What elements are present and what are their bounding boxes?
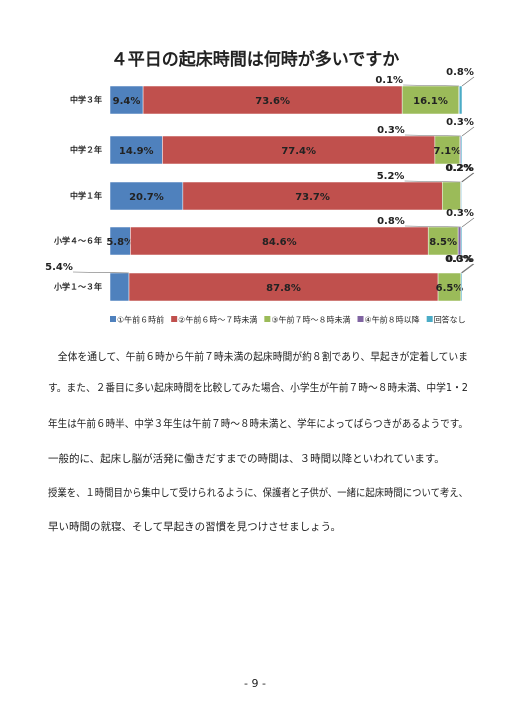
body-text: 授業を、１時間目から集中して受けられるように、保護者と子供が、一緒に起床時間につ… [48, 486, 468, 499]
bar-segment [460, 226, 463, 256]
value-label: 7.1% [434, 146, 462, 157]
legend-swatch [264, 316, 271, 322]
bar-segment [128, 272, 439, 302]
body-text: す。また、２番目に多い起床時間を比較してみた場合、小学生が午前７時～８時未満、中… [48, 381, 468, 394]
value-label: 0.3% [446, 117, 474, 128]
bar-segment [434, 135, 461, 165]
bar-segment [162, 135, 436, 165]
bar-segment [427, 226, 459, 256]
legend-label: ④午前８時以降 [365, 315, 420, 325]
bar-segment [142, 85, 403, 115]
category-label: 小学１～３年 [53, 282, 102, 292]
value-label: 87.8% [266, 283, 301, 294]
bar-segment [401, 85, 460, 115]
body-text: 全体を通して、午前６時から午前７時未満の起床時間が約８割であり、早起きが定着して… [48, 350, 468, 363]
value-label: 0.8% [377, 216, 405, 227]
legend-label: 回答なし [434, 315, 466, 325]
value-label: 73.6% [255, 96, 290, 107]
leader-line [404, 180, 461, 183]
value-label: 0.8% [446, 67, 474, 78]
leader-line [404, 225, 461, 228]
value-label: 14.9% [119, 146, 154, 157]
leader-line [461, 263, 475, 274]
leader-line [461, 172, 475, 183]
value-label: 5.2% [377, 171, 405, 182]
bar-segment [457, 226, 462, 256]
legend-label: ②午前６時～７時未満 [178, 315, 257, 325]
value-label: 16.1% [413, 96, 448, 107]
legend-label: ①午前６時前 [117, 315, 164, 325]
value-label: 77.4% [281, 146, 316, 157]
bar-segment [182, 181, 443, 211]
leader-line [461, 217, 475, 228]
leader-line [73, 271, 130, 274]
body-text: 一般的に、起床し脳が活発に働きだすまでの時間は、３時間以降といわれています。 [48, 452, 445, 465]
bar-segment [458, 85, 463, 115]
value-label: 5.4% [45, 262, 73, 273]
page-number: - 9 - [244, 677, 266, 690]
leader-line [461, 76, 475, 87]
bar-segment [109, 135, 163, 165]
legend-swatch [110, 316, 116, 322]
bar-segment [109, 272, 130, 302]
leader-line [403, 84, 460, 87]
value-label: 0.3% [446, 254, 474, 265]
value-label: 0.0% [445, 254, 473, 265]
value-label: 0.2% [446, 163, 474, 174]
bar-segment [461, 181, 463, 211]
category-label: 小学４～６年 [53, 236, 102, 246]
legend-swatch [426, 316, 433, 322]
bar-segment [442, 181, 461, 211]
body-text: 年生は午前６時半、中学３年生は午前７時～８時未満と、学年によってばらつきがあるよ… [48, 417, 468, 430]
value-label: 9.4% [113, 96, 141, 107]
leader-line [461, 172, 474, 183]
bar-segment [130, 226, 429, 256]
bar-segment [460, 135, 463, 165]
leader-line [461, 126, 475, 137]
value-label: 84.6% [262, 237, 297, 248]
chart-title: ４平日の起床時間は何時が多いですか [111, 49, 400, 70]
legend-swatch [357, 316, 364, 322]
value-label: 0.3% [446, 208, 474, 219]
value-label: 0.3% [377, 125, 405, 136]
category-label: 中学１年 [70, 191, 102, 201]
legend-swatch [171, 316, 178, 322]
value-label: 6.5% [436, 283, 464, 294]
bar-segment [109, 181, 184, 211]
value-label: 8.5% [429, 237, 457, 248]
leader-line [460, 263, 474, 274]
category-label: 中学３年 [70, 95, 102, 105]
bar-segment [109, 85, 144, 115]
value-label: 20.7% [129, 192, 164, 203]
bar-segment [460, 272, 463, 302]
leader-line [404, 134, 461, 137]
body-text: 早い時間の就寝、そして早起きの習慣を見つけさせましょう。 [48, 520, 341, 533]
category-label: 中学２年 [70, 145, 102, 155]
value-label: 0.1% [375, 75, 403, 86]
value-label: 73.7% [295, 192, 330, 203]
value-label: 5.8% [106, 237, 134, 248]
legend-label: ③午前７時～８時未満 [271, 315, 350, 325]
value-label: 0.2% [445, 163, 473, 174]
